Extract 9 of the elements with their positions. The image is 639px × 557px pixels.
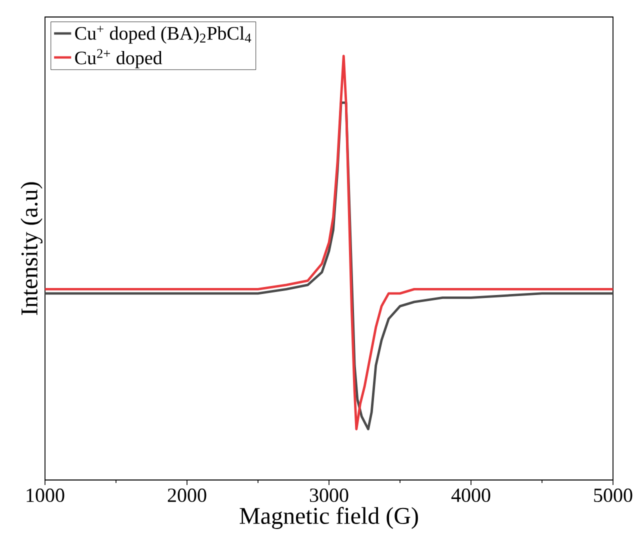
x-tick-label: 2000 [168, 488, 206, 502]
legend-label: Cu$^{2+}$ doped [75, 49, 162, 68]
x-tick-label: 1000 [26, 488, 64, 502]
legend-label: Cu$^{+}$ doped (BA)$_{2}$PbCl$_{4}$ [75, 26, 252, 44]
x-tick-label: 4000 [451, 488, 490, 502]
x-tick-label: 5000 [594, 488, 632, 502]
x-tick-label: 3000 [310, 488, 348, 502]
y-axis-title: Intensity (a.u) [20, 182, 42, 315]
x-axis-title: Magnetic field (G) [240, 506, 418, 529]
